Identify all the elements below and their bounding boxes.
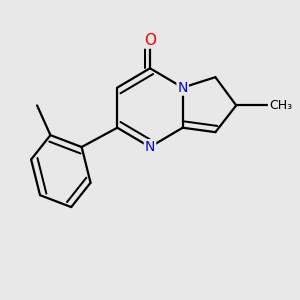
Text: O: O [144, 32, 156, 47]
Text: N: N [178, 81, 188, 94]
Text: CH₃: CH₃ [269, 99, 292, 112]
Text: N: N [145, 140, 155, 154]
